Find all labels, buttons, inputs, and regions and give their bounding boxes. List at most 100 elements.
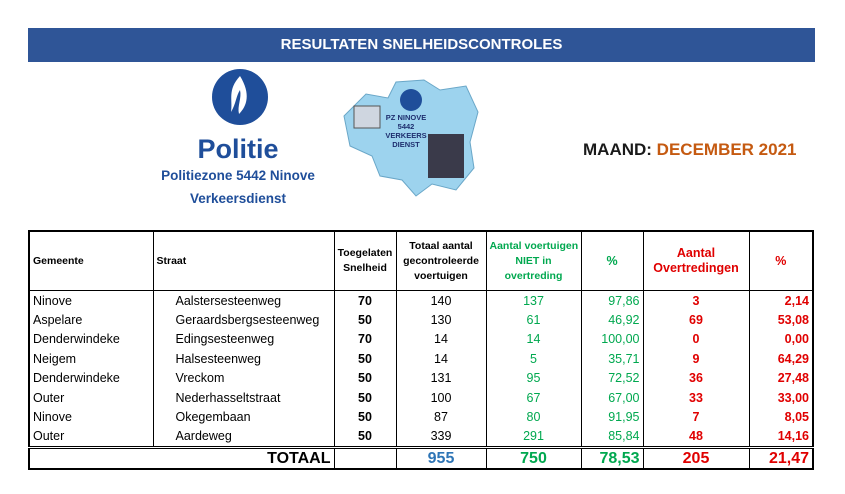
cell: 14: [395, 329, 487, 350]
data-row: Neigem Halsesteenweg 50 14 5 35,71 9 64,29: [28, 349, 814, 369]
cell: 36: [642, 368, 750, 388]
cell: 53,08: [748, 310, 814, 330]
cell: 339: [395, 426, 487, 448]
zone-map: PZ NINOVE 5442 VERKEERS DIENST: [343, 79, 479, 197]
data-row: Aspelare Geraardsbergsesteenweg 50 130 61 46,…: [28, 310, 814, 330]
header-line: Gemeente: [33, 254, 84, 267]
cell: Aalstersesteenweg: [152, 290, 335, 311]
cell: 131: [395, 368, 487, 388]
cell: 291: [485, 426, 582, 448]
cell: Halsesteenweg: [152, 349, 335, 369]
header-line: voertuigen: [414, 269, 468, 282]
cell: Geraardsbergsesteenweg: [152, 310, 335, 330]
cell: 33,00: [748, 387, 814, 408]
header-row: Gemeente Straat Toegelaten Snelheid Totaal a…: [28, 231, 814, 291]
cell: 48: [642, 426, 750, 448]
cell: 7: [642, 407, 750, 427]
column-header: Aantal voertuigen NIET in overtreding: [485, 231, 582, 291]
cell: Edingsesteenweg: [152, 329, 335, 350]
cell: Ninove: [28, 407, 154, 427]
header-line: Aantal voertuigen: [489, 239, 579, 252]
header-line: Toegelaten: [337, 247, 393, 259]
data-row: Denderwindeke Edingsesteenweg 70 14 14 100,00…: [28, 329, 814, 350]
cell: 14: [395, 349, 487, 369]
data-row: Ninove Aalstersesteenweg 70 140 137 97,86 3 2,1…: [28, 290, 814, 311]
cell: 46,92: [580, 310, 644, 330]
header-line: Snelheid: [343, 262, 387, 274]
cell: 5: [485, 349, 582, 369]
map-label: PZ NINOVE: [386, 113, 426, 122]
column-header: Straat: [152, 231, 335, 291]
column-header: %: [580, 231, 644, 291]
cell: 72,52: [580, 368, 644, 388]
total-value: 205: [642, 446, 750, 470]
cell: Nederhasseltstraat: [152, 387, 335, 408]
map-label: 5442: [398, 122, 415, 131]
cell: 70: [333, 329, 397, 350]
month-label: MAAND:: [583, 140, 652, 159]
results-table: Gemeente Straat Toegelaten Snelheid Totaal a…: [28, 230, 814, 471]
column-header: Aantal Overtredingen: [642, 231, 750, 291]
data-row: Outer Nederhasseltstraat 50 100 67 67,00 33 33,…: [28, 387, 814, 408]
cell: 80: [485, 407, 582, 427]
header-line: %: [775, 253, 787, 268]
cell: 8,05: [748, 407, 814, 427]
total-value: 750: [485, 446, 582, 470]
header-line: gecontroleerde: [403, 254, 479, 267]
cell: 3: [642, 290, 750, 311]
total-value: 21,47: [748, 446, 814, 470]
cell: Aardeweg: [152, 426, 335, 448]
cell: 2,14: [748, 290, 814, 311]
total-value: 955: [395, 446, 487, 470]
cell: 0: [642, 329, 750, 350]
cell: 27,48: [748, 368, 814, 388]
cell: 140: [395, 290, 487, 311]
police-logo: [212, 69, 268, 125]
cell: Outer: [28, 426, 154, 448]
cell: 50: [333, 407, 397, 427]
logo-zone: Politiezone 5442 Ninove: [161, 168, 315, 183]
cell: 50: [333, 387, 397, 408]
cell: 50: [333, 310, 397, 330]
column-header: Totaal aantal gecontroleerde voertuigen: [395, 231, 487, 291]
cell: 97,86: [580, 290, 644, 311]
header-line: Totaal aantal: [409, 239, 473, 252]
data-row: Denderwindeke Vreckom 50 131 95 72,52 36 27,48: [28, 368, 814, 388]
cell: 100: [395, 387, 487, 408]
header-line: Straat: [156, 254, 187, 267]
header-line: Overtredingen: [653, 261, 739, 275]
header-line: overtreding: [504, 269, 563, 282]
cell: Neigem: [28, 349, 154, 369]
month: MAAND: DECEMBER 2021: [583, 140, 797, 160]
header-line: Aantal: [676, 246, 716, 260]
cell: [333, 446, 397, 470]
map-label: VERKEERS: [385, 131, 426, 140]
header-line: NIET in: [515, 254, 552, 267]
cell: 137: [485, 290, 582, 311]
column-header: %: [748, 231, 814, 291]
total-row: TOTAAL 955 750 78,53 205 21,47: [28, 446, 814, 470]
cell: 95: [485, 368, 582, 388]
cell: Vreckom: [152, 368, 335, 388]
total-label: TOTAAL: [28, 446, 335, 470]
cell: 70: [333, 290, 397, 311]
cell: Aspelare: [28, 310, 154, 330]
cell: 50: [333, 349, 397, 369]
cell: 0,00: [748, 329, 814, 350]
cell: 87: [395, 407, 487, 427]
cell: 35,71: [580, 349, 644, 369]
cell: 130: [395, 310, 487, 330]
cell: 14,16: [748, 426, 814, 448]
map-label: DIENST: [392, 140, 420, 149]
total-value: 78,53: [580, 446, 644, 470]
cell: Outer: [28, 387, 154, 408]
cell: 50: [333, 368, 397, 388]
title-bar: RESULTATEN SNELHEIDSCONTROLES: [28, 28, 815, 62]
cell: 61: [485, 310, 582, 330]
cell: 85,84: [580, 426, 644, 448]
cell: Denderwindeke: [28, 368, 154, 388]
cell: 91,95: [580, 407, 644, 427]
cell: 69: [642, 310, 750, 330]
